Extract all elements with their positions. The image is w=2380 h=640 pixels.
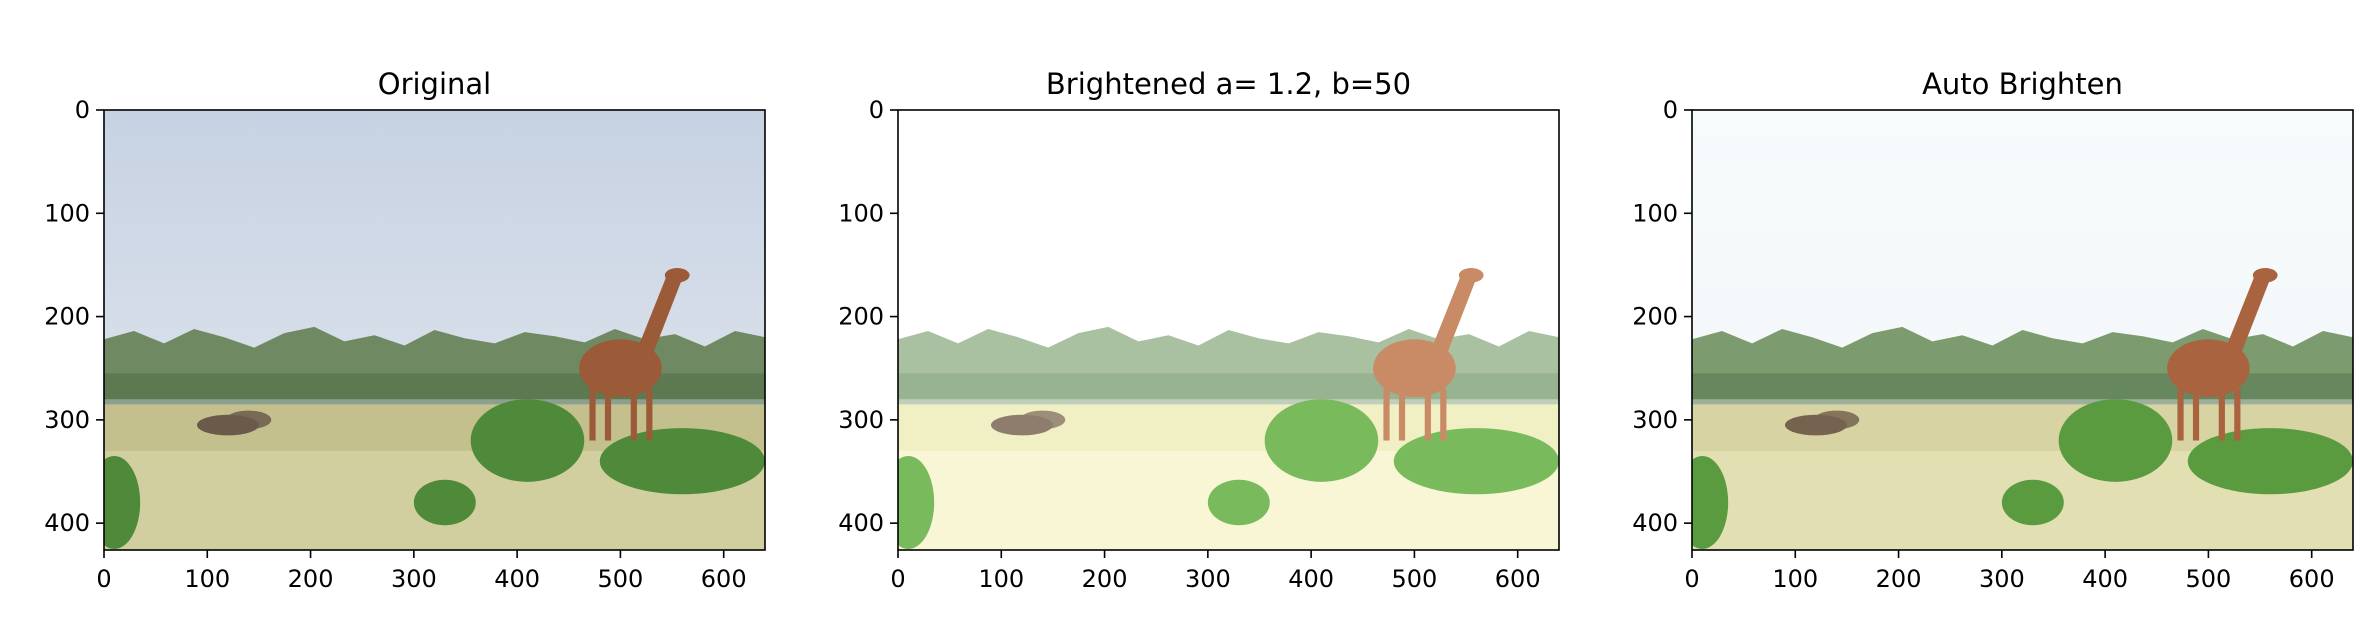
subplot-title: Original <box>378 67 491 101</box>
bush <box>599 428 765 495</box>
x-tick-label: 0 <box>890 565 905 593</box>
x-tick-label: 200 <box>1876 565 1922 593</box>
subplot-3: Auto Brighten 0 100 200 300 400 500 600 0 100 200 3… <box>1632 67 2354 593</box>
x-tick-label: 300 <box>391 565 437 593</box>
bush <box>1264 399 1379 482</box>
x-tick-label: 500 <box>598 565 644 593</box>
giraffe <box>2167 268 2278 441</box>
photo-image <box>104 110 765 550</box>
x-tick-label: 200 <box>288 565 334 593</box>
y-tick-label: 400 <box>44 509 90 537</box>
x-tick-label: 100 <box>978 565 1024 593</box>
y-tick-label: 0 <box>869 96 884 124</box>
y-tick-label: 200 <box>1632 303 1678 331</box>
bush <box>1393 428 1559 495</box>
giraffe <box>579 268 690 441</box>
subplot-title: Auto Brighten <box>1922 67 2123 101</box>
bush <box>104 456 141 549</box>
x-tick-label: 300 <box>1185 565 1231 593</box>
x-tick-label: 100 <box>1772 565 1818 593</box>
x-tick-label: 0 <box>96 565 111 593</box>
y-tick-label: 0 <box>75 96 90 124</box>
y-tick-label: 300 <box>1632 406 1678 434</box>
x-tick-label: 500 <box>2186 565 2232 593</box>
photo-image <box>1692 110 2353 550</box>
x-tick-label: 600 <box>1495 565 1541 593</box>
y-tick-label: 100 <box>44 199 90 227</box>
y-tick-label: 400 <box>838 509 884 537</box>
y-tick-label: 100 <box>838 199 884 227</box>
subplot-1: Original 0 100 200 300 400 500 600 0 100 200 300 400 <box>44 67 766 593</box>
x-tick-label: 300 <box>1979 565 2025 593</box>
x-tick-label: 400 <box>494 565 540 593</box>
photo-image <box>898 110 1559 550</box>
giraffe <box>1373 268 1484 441</box>
bush <box>1207 479 1270 526</box>
bush <box>2058 399 2173 482</box>
bush <box>2001 479 2064 526</box>
x-tick-label: 400 <box>2082 565 2128 593</box>
y-tick-label: 300 <box>44 406 90 434</box>
subplot-2: Brightened a= 1.2, b=50 0 100 200 300 400 500 6… <box>838 67 1560 593</box>
x-tick-label: 0 <box>1684 565 1699 593</box>
x-tick-label: 200 <box>1082 565 1128 593</box>
x-tick-label: 600 <box>701 565 747 593</box>
subplot-title: Brightened a= 1.2, b=50 <box>1046 67 1411 101</box>
x-tick-label: 100 <box>184 565 230 593</box>
x-tick-label: 400 <box>1288 565 1334 593</box>
axes-frame <box>103 109 766 551</box>
y-tick-label: 200 <box>44 303 90 331</box>
y-tick-label: 300 <box>838 406 884 434</box>
bush <box>898 456 935 549</box>
bush <box>1692 456 1729 549</box>
x-tick-label: 600 <box>2289 565 2335 593</box>
axes-frame <box>897 109 1560 551</box>
bush <box>2187 428 2353 495</box>
bush <box>470 399 585 482</box>
y-tick-label: 100 <box>1632 199 1678 227</box>
axes-frame <box>1691 109 2354 551</box>
bush <box>413 479 476 526</box>
x-tick-label: 500 <box>1392 565 1438 593</box>
y-tick-label: 0 <box>1663 96 1678 124</box>
y-tick-label: 400 <box>1632 509 1678 537</box>
y-tick-label: 200 <box>838 303 884 331</box>
